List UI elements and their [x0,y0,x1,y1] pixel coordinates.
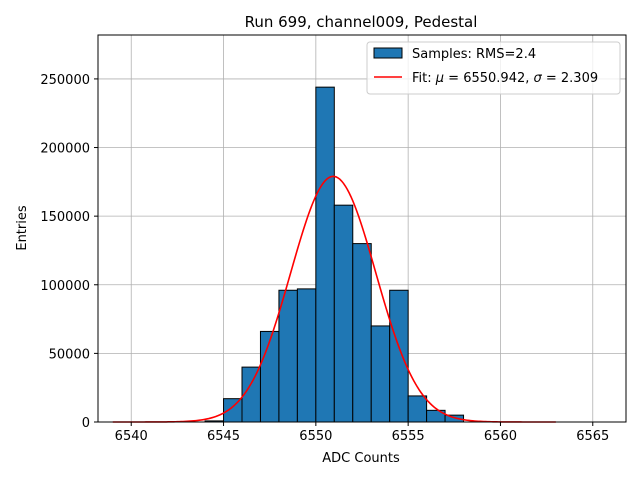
x-axis-label: ADC Counts [322,451,400,466]
histogram-bar [352,243,372,423]
x-tick-label: 6565 [576,429,609,444]
y-tick-label: 100000 [40,279,90,294]
plot-frame [97,34,627,423]
fit-curve [112,175,556,423]
histogram-bar [223,398,243,423]
histogram-bar [278,289,298,423]
legend-fit-label: Fit: μ = 6550.942, σ = 2.309 [412,71,598,86]
legend-samples-swatch [373,47,403,59]
histogram-bar [315,86,335,423]
histogram-bar [370,325,391,423]
chart-title: Run 699, channel009, Pedestal [245,13,478,31]
legend-fit-sigma-symbol: σ [534,71,543,86]
legend: Samples: RMS=2.4 Fit: μ = 6550.942, σ = … [366,41,621,95]
histogram-bar [333,204,354,423]
legend-box [366,41,621,95]
y-tick-label: 150000 [40,210,90,225]
y-tick-label: 50000 [49,347,90,362]
legend-samples-label: Samples: RMS=2.4 [412,47,536,62]
x-tick-label: 6545 [207,429,240,444]
y-axis-label: Entries [15,205,30,251]
x-tick-label: 6560 [484,429,517,444]
legend-fit-mu-value: = 6550.942, [444,71,533,86]
y-tick-label: 250000 [40,73,90,88]
fit-curve-layer [112,175,556,423]
legend-fit-prefix: Fit: [412,71,436,86]
histogram-bars [204,86,465,423]
y-tick-label: 200000 [40,142,90,157]
y-tick-label: 0 [82,416,90,431]
axis-ticks: 6540 6545 6550 6555 6560 6565 0 50000 100000 1500… [40,73,609,444]
histogram-bar [407,395,428,423]
legend-fit-mu-symbol: μ [435,71,444,86]
x-tick-label: 6555 [392,429,425,444]
x-tick-label: 6540 [115,429,148,444]
legend-fit-sigma-value: = 2.309 [542,71,598,86]
histogram-bar [296,288,317,423]
histogram-bar [259,330,280,423]
x-tick-label: 6550 [299,429,332,444]
histogram-bar [389,289,409,423]
